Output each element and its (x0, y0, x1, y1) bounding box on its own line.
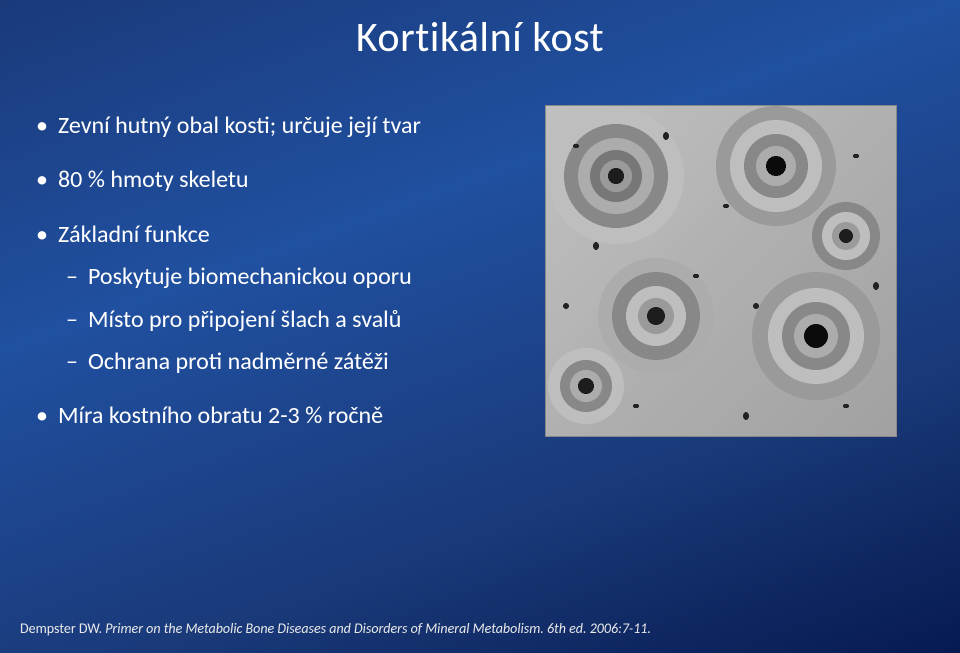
sub-bullet-text: Poskytuje biomechanickou oporu (88, 262, 412, 291)
sub-bullet-item: Místo pro připojení šlach a svalů (58, 304, 510, 336)
bullet-text: 80 % hmoty skeletu (58, 165, 249, 194)
citation-author: Dempster DW. (20, 620, 102, 637)
sub-bullet-item: Poskytuje biomechanickou oporu (58, 261, 510, 293)
bullet-text: Míra kostního obratu 2-3 % ročně (58, 401, 383, 430)
sub-bullet-item: Ochrana proti nadměrné zátěži (58, 346, 510, 378)
citation: Dempster DW. Primer on the Metabolic Bon… (20, 620, 651, 637)
sub-bullet-text: Místo pro připojení šlach a svalů (88, 305, 401, 334)
sub-bullet-text: Ochrana proti nadměrné zátěži (88, 347, 389, 376)
bullet-item: Míra kostního obratu 2-3 % ročně (30, 400, 510, 432)
bullet-item: 80 % hmoty skeletu (30, 164, 510, 196)
bullet-text: Základní funkce (58, 220, 210, 249)
slide-body: Zevní hutný obal kosti; určuje její tvar… (30, 110, 510, 455)
bullet-item: Základní funkce Poskytuje biomechanickou… (30, 219, 510, 379)
slide-title: Kortikální kost (0, 12, 960, 63)
citation-rest: Primer on the Metabolic Bone Diseases an… (102, 620, 651, 637)
bullet-text: Zevní hutný obal kosti; určuje její tvar (58, 111, 421, 140)
bullet-item: Zevní hutný obal kosti; určuje její tvar (30, 110, 510, 142)
cortical-bone-image (545, 105, 897, 437)
